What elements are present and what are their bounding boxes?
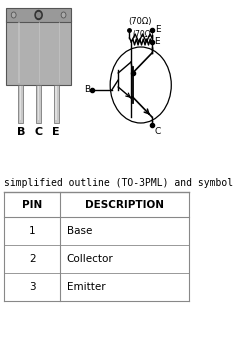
Text: E: E xyxy=(53,127,60,137)
Text: simplified outline (TO-3PML) and symbol: simplified outline (TO-3PML) and symbol xyxy=(4,178,233,188)
Circle shape xyxy=(35,10,42,19)
Text: E: E xyxy=(154,38,160,47)
Text: Base: Base xyxy=(67,226,92,236)
Circle shape xyxy=(36,13,41,17)
Text: B: B xyxy=(84,86,90,95)
Bar xyxy=(18,22,20,83)
Circle shape xyxy=(61,12,66,18)
Text: C: C xyxy=(35,127,43,137)
Text: E: E xyxy=(155,25,161,34)
Text: (70Ω): (70Ω) xyxy=(132,31,154,40)
Text: 2: 2 xyxy=(29,254,36,264)
Circle shape xyxy=(11,12,16,18)
Text: 1: 1 xyxy=(29,226,36,236)
Bar xyxy=(6,8,71,22)
Bar xyxy=(54,85,59,123)
Bar xyxy=(6,20,71,85)
Bar xyxy=(55,86,57,120)
Bar xyxy=(18,85,23,123)
Bar xyxy=(39,22,40,83)
Text: B: B xyxy=(17,127,25,137)
Text: C: C xyxy=(154,127,161,136)
Bar xyxy=(20,86,21,120)
Text: Collector: Collector xyxy=(67,254,114,264)
Text: Emitter: Emitter xyxy=(67,282,105,292)
Text: 3: 3 xyxy=(29,282,36,292)
Bar xyxy=(59,22,60,83)
Bar xyxy=(38,86,39,120)
Text: DESCRIPTION: DESCRIPTION xyxy=(85,199,164,209)
Text: PIN: PIN xyxy=(22,199,42,209)
Bar xyxy=(36,85,41,123)
Text: (70Ω): (70Ω) xyxy=(128,17,151,26)
